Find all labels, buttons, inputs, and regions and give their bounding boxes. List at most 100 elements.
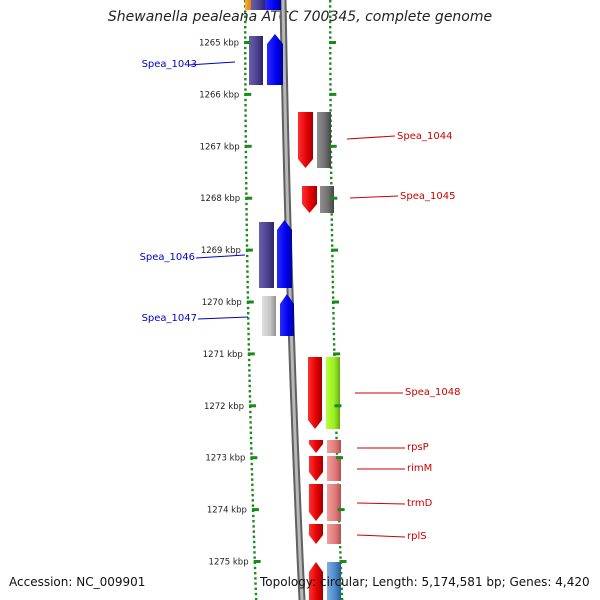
cog-block: [249, 36, 263, 85]
right-ruler-dot: [333, 348, 336, 351]
gene-arrow: [308, 357, 322, 429]
left-ruler-dot: [244, 109, 247, 112]
right-ruler-dot: [340, 582, 343, 585]
gene-label[interactable]: Spea_1046: [140, 252, 195, 263]
leader-line: [349, 195, 399, 199]
tick-mark: [253, 560, 261, 563]
right-ruler-dot: [329, 31, 332, 34]
tick-label: 1269 kbp: [201, 246, 241, 256]
gene-label[interactable]: rplS: [407, 531, 427, 542]
left-ruler-dot: [245, 239, 249, 242]
right-ruler-dot: [329, 88, 332, 91]
right-ruler-dot: [340, 598, 344, 600]
right-ruler-dot: [329, 98, 332, 102]
gene-arrow: [309, 562, 323, 600]
left-ruler-dot: [245, 223, 248, 226]
left-ruler-dot: [246, 280, 249, 284]
left-ruler-dot: [246, 286, 249, 289]
left-ruler-dot: [252, 514, 255, 518]
right-ruler-dot: [329, 46, 332, 50]
left-ruler-dot: [253, 551, 256, 554]
right-ruler-dot: [339, 572, 343, 575]
left-ruler-dot: [244, 62, 247, 65]
tick-label: 1275 kbp: [209, 558, 249, 568]
left-ruler-dot: [248, 369, 251, 372]
tick-mark: [249, 404, 257, 408]
left-ruler-dot: [245, 213, 248, 216]
gene-arrow: [265, 0, 281, 10]
right-ruler-dot: [331, 260, 334, 263]
right-ruler-dot: [329, 20, 332, 24]
right-ruler-dot: [332, 306, 335, 310]
gene-arrow: [309, 524, 323, 544]
left-ruler-dot: [252, 535, 256, 538]
right-ruler-dot: [331, 254, 334, 258]
right-ruler-dot: [330, 244, 334, 247]
gene-label[interactable]: Spea_1044: [397, 131, 452, 142]
gene-label[interactable]: rpsP: [407, 442, 429, 453]
left-ruler-dot: [247, 332, 250, 336]
right-ruler-dot: [329, 10, 332, 13]
leader-line: [195, 254, 246, 259]
right-ruler-dot: [329, 15, 332, 18]
cog-block: [317, 112, 331, 168]
left-ruler-dot: [247, 322, 250, 325]
tick-mark: [339, 560, 347, 563]
gene-label[interactable]: rimM: [407, 463, 432, 474]
right-ruler-dot: [330, 213, 333, 216]
right-ruler-dot: [329, 72, 332, 76]
left-ruler-dot: [245, 234, 249, 237]
left-ruler-dot: [249, 421, 252, 424]
leader-line: [346, 135, 396, 140]
gene-label[interactable]: Spea_1048: [405, 387, 460, 398]
right-ruler-dot: [330, 223, 334, 226]
right-ruler-dot: [329, 171, 333, 174]
left-ruler-dot: [250, 473, 254, 476]
left-ruler-dot: [245, 208, 248, 211]
left-ruler-dot: [253, 546, 256, 549]
gene-label[interactable]: Spea_1045: [400, 191, 455, 202]
right-ruler-dot: [332, 322, 335, 325]
accession-text: Accession: NC_009901: [9, 575, 146, 589]
gene-label[interactable]: trmD: [407, 498, 433, 509]
left-ruler-dot: [250, 478, 254, 481]
cog-block: [245, 0, 251, 10]
map-title: Shewanella pealeana ATCC 700345, complet…: [107, 9, 493, 25]
left-ruler-dot: [244, 20, 247, 24]
gene-label[interactable]: Spea_1047: [142, 313, 197, 324]
cog-block: [251, 0, 265, 10]
right-ruler-dot: [331, 270, 334, 273]
left-ruler-dot: [252, 540, 256, 544]
gene-arrow: [280, 294, 294, 336]
tick-mark: [337, 508, 345, 512]
cog-block: [327, 562, 341, 600]
right-ruler-dot: [335, 452, 339, 455]
left-ruler-dot: [251, 504, 255, 507]
left-ruler-dot: [244, 156, 248, 159]
cog-block: [327, 524, 341, 544]
gene-arrow: [302, 186, 317, 213]
tick-mark: [334, 404, 342, 408]
left-ruler-dot: [251, 488, 254, 492]
right-ruler-dot: [340, 587, 343, 590]
gene-label[interactable]: Spea_1043: [142, 59, 197, 70]
tick-mark: [250, 456, 258, 460]
left-ruler-dot: [244, 124, 247, 128]
left-ruler-dot: [254, 592, 258, 596]
right-ruler-dot: [331, 275, 334, 278]
right-ruler-dot: [329, 104, 332, 107]
left-ruler-dot: [244, 176, 248, 180]
left-ruler-dot: [248, 400, 252, 403]
left-ruler-dot: [252, 530, 255, 533]
gene-arrow: [309, 456, 323, 481]
gene-arrow: [298, 112, 313, 168]
right-ruler-dot: [329, 0, 332, 3]
left-ruler-dot: [249, 442, 253, 445]
left-ruler-dot: [246, 275, 249, 278]
left-ruler-dot: [246, 312, 250, 315]
left-ruler-dot: [244, 31, 247, 34]
left-ruler-dot: [245, 192, 248, 195]
left-ruler-dot: [249, 431, 253, 434]
left-ruler-dot: [244, 88, 247, 91]
